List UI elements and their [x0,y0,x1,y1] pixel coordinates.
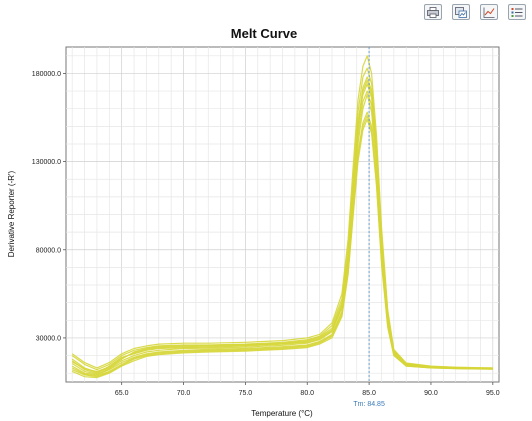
line-chart-icon [483,7,495,18]
tm-label: Tm: 84.85 [353,401,385,408]
x-tick-label: 85.0 [362,390,376,397]
y-axis-title: Derivative Reporter (-R') [7,170,16,257]
x-tick-label: 95.0 [486,390,500,397]
melt-curve-line [71,83,493,372]
x-axis-ticks: 65.0 70.0 75.0 80.0 85.0 90.0 95.0 [115,382,500,397]
x-axis-title: Temperature (°C) [251,409,313,418]
x-tick-label: 80.0 [300,390,314,397]
y-axis-ticks: 30000.0 80000.0 130000.0 180000.0 [32,71,66,342]
legend-list-icon [511,7,523,17]
print-icon [427,6,439,18]
line-chart-button[interactable] [480,4,498,20]
y-tick-label: 30000.0 [36,335,61,342]
grid [66,47,499,382]
save-image-button[interactable] [452,4,470,20]
legend-list-button[interactable] [508,4,526,20]
save-image-icon [455,6,467,18]
x-tick-label: 70.0 [177,390,191,397]
print-button[interactable] [424,4,442,20]
series-group [71,55,493,379]
y-tick-label: 80000.0 [36,247,61,254]
chart-toolbar [424,4,526,20]
melt-curve-line [71,115,493,378]
y-tick-label: 130000.0 [32,159,61,166]
chart-title: Melt Curve [231,26,297,41]
x-tick-label: 65.0 [115,390,129,397]
x-tick-label: 90.0 [424,390,438,397]
y-tick-label: 180000.0 [32,71,61,78]
tm-marker-group: Tm: 84.85 [353,47,385,408]
x-tick-label: 75.0 [239,390,253,397]
